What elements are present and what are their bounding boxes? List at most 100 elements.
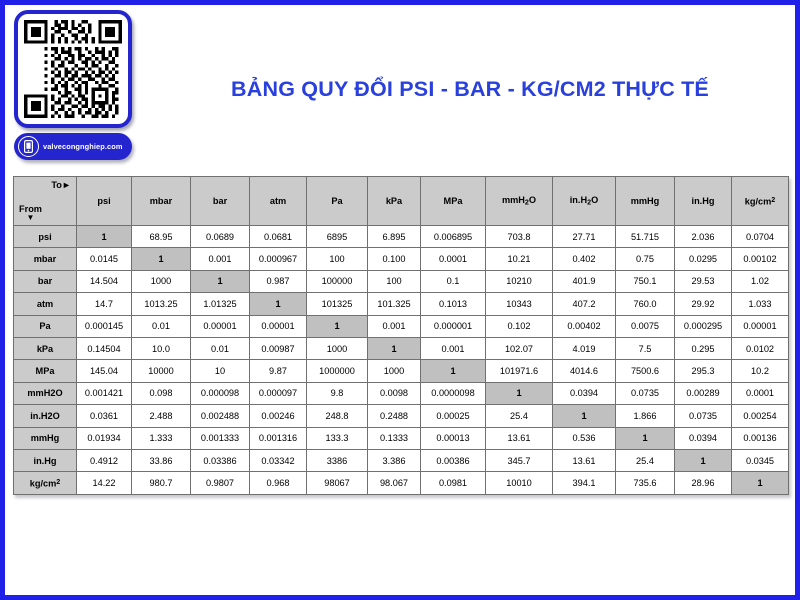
column-header-mbar: mbar: [131, 176, 191, 226]
cell-mbar-to-mmHg: 0.75: [615, 247, 675, 271]
cell-mbar-to-kPa: 0.100: [367, 247, 421, 271]
cell-bar-to-mbar: 1000: [131, 269, 191, 294]
cell-in.H2O-to-kPa: 0.2488: [367, 404, 421, 428]
cell-kPa-to-in.H2O: 4.019: [552, 336, 616, 361]
cell-bar-to-bar: 1: [190, 269, 250, 294]
cell-mmH2O-to-MPa: 0.0000098: [420, 381, 486, 406]
table-row: psi 1 68.95 0.0689 0.0681 6895 6.895 0.006895 70…: [13, 224, 789, 249]
cell-kg/cm2-to-bar: 0.9807: [190, 471, 250, 495]
cell-Pa-to-Pa: 1: [306, 314, 368, 338]
table-header: To► From ▼ psi mbar bar atm Pa kPa MPa mmH2O in.…: [13, 176, 789, 226]
cell-kg/cm2-to-psi: 14.22: [76, 471, 132, 495]
cell-mmH2O-to-in.H2O: 0.0394: [552, 381, 616, 406]
cell-kPa-to-mmH2O: 102.07: [485, 336, 553, 361]
cell-in.Hg-to-mmHg: 25.4: [615, 448, 675, 473]
cell-in.Hg-to-kg/cm2: 0.0345: [731, 448, 789, 473]
cell-atm-to-kPa: 101.325: [367, 292, 421, 316]
cell-MPa-to-MPa: 1: [420, 359, 486, 383]
cell-in.Hg-to-in.H2O: 13.61: [552, 448, 616, 473]
cell-in.H2O-to-bar: 0.002488: [190, 404, 250, 428]
qr-code-frame[interactable]: [14, 10, 132, 128]
cell-mmHg-to-mmH2O: 13.61: [485, 426, 553, 450]
cell-in.H2O-to-in.H2O: 1: [552, 404, 616, 428]
cell-mmHg-to-Pa: 133.3: [306, 426, 368, 450]
table-corner-cell: To► From ▼: [13, 176, 77, 226]
cell-psi-to-atm: 0.0681: [249, 224, 307, 249]
cell-atm-to-kg/cm2: 1.033: [731, 292, 789, 316]
cell-mmHg-to-kPa: 0.1333: [367, 426, 421, 450]
cell-in.H2O-to-in.Hg: 0.0735: [674, 404, 732, 428]
cell-atm-to-Pa: 101325: [306, 292, 368, 316]
cell-psi-to-in.H2O: 27.71: [552, 224, 616, 249]
cell-MPa-to-mmHg: 7500.6: [615, 359, 675, 383]
cell-mmH2O-to-bar: 0.000098: [190, 381, 250, 406]
column-header-psi: psi: [76, 176, 132, 226]
cell-in.H2O-to-psi: 0.0361: [76, 404, 132, 428]
row-header-mmH2O: mmH2O: [13, 381, 77, 406]
table-row: kPa 0.14504 10.0 0.01 0.00987 1000 1 0.001 102.0…: [13, 336, 789, 361]
cell-kPa-to-Pa: 1000: [306, 336, 368, 361]
cell-in.H2O-to-atm: 0.00246: [249, 404, 307, 428]
cell-bar-to-mmHg: 750.1: [615, 269, 675, 294]
cell-MPa-to-atm: 9.87: [249, 359, 307, 383]
cell-in.Hg-to-atm: 0.03342: [249, 448, 307, 473]
cell-kPa-to-mmHg: 7.5: [615, 336, 675, 361]
row-header-mbar: mbar: [13, 247, 77, 271]
cell-bar-to-mmH2O: 10210: [485, 269, 553, 294]
cell-bar-to-in.H2O: 401.9: [552, 269, 616, 294]
cell-mmHg-to-in.Hg: 0.0394: [674, 426, 732, 450]
row-header-in.Hg: in.Hg: [13, 448, 77, 473]
chevron-down-icon: ▼: [26, 213, 35, 222]
cell-kPa-to-MPa: 0.001: [420, 336, 486, 361]
cell-in.H2O-to-mmH2O: 25.4: [485, 404, 553, 428]
mobile-phone-icon: [18, 136, 39, 157]
cell-Pa-to-MPa: 0.000001: [420, 314, 486, 338]
cell-bar-to-Pa: 100000: [306, 269, 368, 294]
cell-mmH2O-to-kg/cm2: 0.0001: [731, 381, 789, 406]
cell-in.H2O-to-MPa: 0.00025: [420, 404, 486, 428]
cell-kPa-to-in.Hg: 0.295: [674, 336, 732, 361]
cell-kPa-to-psi: 0.14504: [76, 336, 132, 361]
column-header-mmH2O: mmH2O: [485, 176, 553, 226]
table-row: mbar 0.0145 1 0.001 0.000967 100 0.100 0.0001 10…: [13, 247, 789, 271]
cell-kg/cm2-to-mbar: 980.7: [131, 471, 191, 495]
cell-atm-to-MPa: 0.1013: [420, 292, 486, 316]
cell-MPa-to-psi: 145.04: [76, 359, 132, 383]
cell-mmH2O-to-mmHg: 0.0735: [615, 381, 675, 406]
qr-code-icon: [24, 20, 122, 118]
row-header-kPa: kPa: [13, 336, 77, 361]
cell-mmHg-to-in.H2O: 0.536: [552, 426, 616, 450]
cell-mmH2O-to-in.Hg: 0.00289: [674, 381, 732, 406]
cell-in.H2O-to-mmHg: 1.866: [615, 404, 675, 428]
cell-Pa-to-bar: 0.00001: [190, 314, 250, 338]
cell-atm-to-atm: 1: [249, 292, 307, 316]
row-header-MPa: MPa: [13, 359, 77, 383]
cell-mbar-to-mbar: 1: [131, 247, 191, 271]
brand-website-pill[interactable]: valvecongnghiep.com: [14, 133, 132, 160]
cell-bar-to-psi: 14.504: [76, 269, 132, 294]
cell-psi-to-psi: 1: [76, 224, 132, 249]
column-header-kPa: kPa: [367, 176, 421, 226]
cell-atm-to-psi: 14.7: [76, 292, 132, 316]
table-row: Pa 0.000145 0.01 0.00001 0.00001 1 0.001 0.0000…: [13, 314, 789, 338]
cell-in.H2O-to-Pa: 248.8: [306, 404, 368, 428]
cell-kPa-to-kg/cm2: 0.0102: [731, 336, 789, 361]
cell-atm-to-mmHg: 760.0: [615, 292, 675, 316]
cell-kg/cm2-to-atm: 0.968: [249, 471, 307, 495]
cell-MPa-to-kg/cm2: 10.2: [731, 359, 789, 383]
from-direction-label: From ▼: [19, 204, 42, 222]
cell-kPa-to-kPa: 1: [367, 336, 421, 361]
cell-mmH2O-to-mmH2O: 1: [485, 381, 553, 406]
cell-kg/cm2-to-mmHg: 735.6: [615, 471, 675, 495]
cell-MPa-to-bar: 10: [190, 359, 250, 383]
cell-mbar-to-bar: 0.001: [190, 247, 250, 271]
row-header-atm: atm: [13, 292, 77, 316]
cell-mmH2O-to-atm: 0.000097: [249, 381, 307, 406]
cell-kg/cm2-to-MPa: 0.0981: [420, 471, 486, 495]
column-header-mmHg: mmHg: [615, 176, 675, 226]
cell-kPa-to-atm: 0.00987: [249, 336, 307, 361]
table-row: in.H2O 0.0361 2.488 0.002488 0.00246 248.8 0.2…: [13, 404, 789, 428]
cell-in.Hg-to-psi: 0.4912: [76, 448, 132, 473]
cell-in.H2O-to-kg/cm2: 0.00254: [731, 404, 789, 428]
cell-mbar-to-in.Hg: 0.0295: [674, 247, 732, 271]
